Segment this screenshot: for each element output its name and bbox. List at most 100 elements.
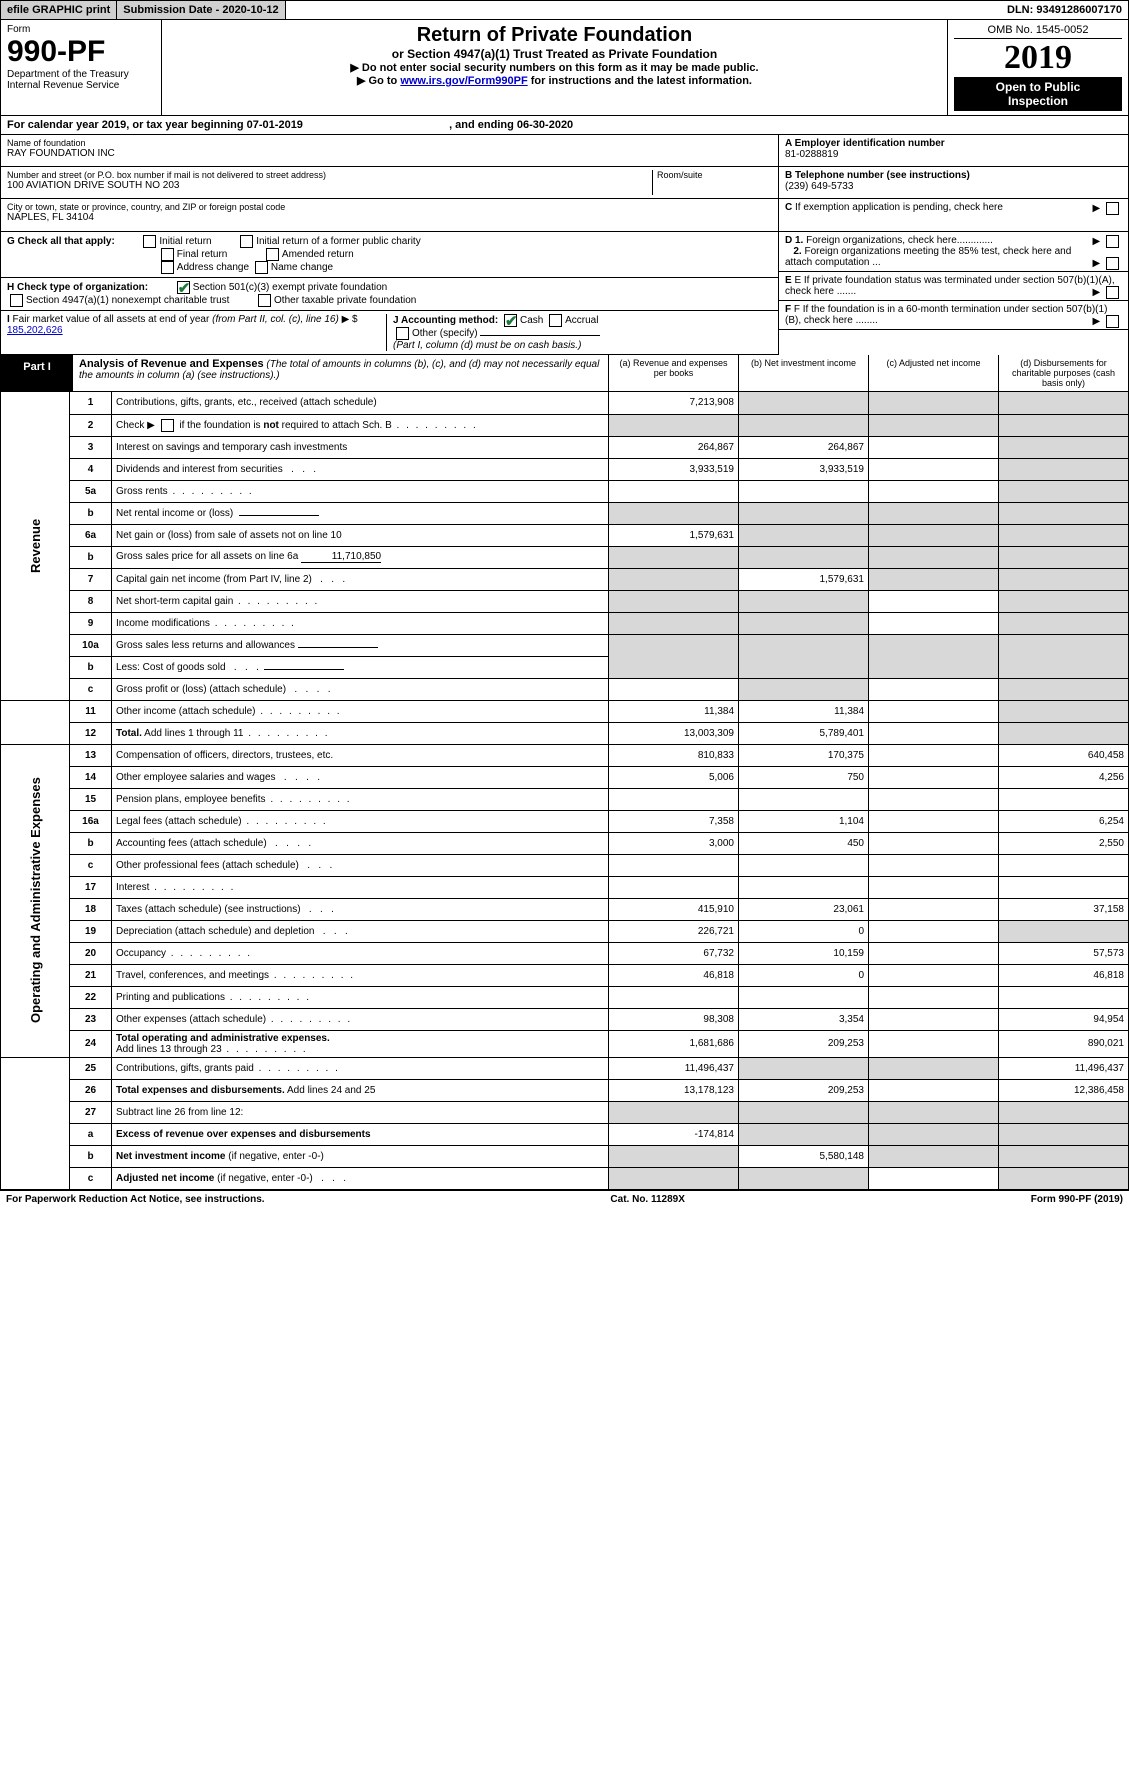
table-row: bGross sales price for all assets on lin… [1, 546, 1129, 568]
col-b-header: (b) Net investment income [738, 355, 868, 391]
fmv-value[interactable]: 185,202,626 [7, 325, 63, 336]
section-g: G Check all that apply: Initial return I… [1, 232, 778, 278]
open-public: Open to PublicInspection [954, 77, 1122, 111]
form-instr-2: ▶ Go to www.irs.gov/Form990PF for instru… [168, 74, 941, 87]
footer-cat: Cat. No. 11289X [610, 1194, 684, 1205]
checkbox-other-method[interactable] [396, 327, 409, 340]
form-title: Return of Private Foundation [168, 24, 941, 47]
table-row: Operating and Administrative Expenses 13… [1, 744, 1129, 766]
side-expenses: Operating and Administrative Expenses [1, 744, 70, 1057]
table-row: 21Travel, conferences, and meetings46,81… [1, 964, 1129, 986]
irs-link[interactable]: www.irs.gov/Form990PF [400, 75, 527, 87]
table-row: 24Total operating and administrative exp… [1, 1030, 1129, 1057]
checkbox-d1[interactable] [1106, 235, 1119, 248]
checkbox-initial[interactable] [143, 235, 156, 248]
table-row: 7Capital gain net income (from Part IV, … [1, 568, 1129, 590]
table-row: 19Depreciation (attach schedule) and dep… [1, 920, 1129, 942]
tax-year: 2019 [954, 39, 1122, 77]
table-row: 17Interest [1, 876, 1129, 898]
section-f: F F If the foundation is in a 60-month t… [779, 301, 1128, 330]
dept-treasury: Department of the TreasuryInternal Reven… [7, 69, 155, 91]
section-d: D 1. Foreign organizations, check here..… [779, 232, 1128, 272]
table-row: bAccounting fees (attach schedule) . . .… [1, 832, 1129, 854]
checkbox-d2[interactable] [1106, 257, 1119, 270]
section-j: J Accounting method: Cash Accrual Other … [386, 314, 772, 351]
checkbox-name-change[interactable] [255, 261, 268, 274]
table-row: 14Other employee salaries and wages . . … [1, 766, 1129, 788]
checkbox-f[interactable] [1106, 315, 1119, 328]
efile-print-button[interactable]: efile GRAPHIC print [1, 1, 117, 19]
foundation-addr: 100 AVIATION DRIVE SOUTH NO 203 [7, 180, 652, 191]
table-row: 12Total. Add lines 1 through 1113,003,30… [1, 722, 1129, 744]
foundation-city: NAPLES, FL 34104 [7, 212, 772, 223]
col-c-header: (c) Adjusted net income [868, 355, 998, 391]
checkbox-cash[interactable] [504, 314, 517, 327]
table-row: 6aNet gain or (loss) from sale of assets… [1, 524, 1129, 546]
ein-label: A Employer identification number [785, 138, 945, 149]
part1-table: Revenue 1Contributions, gifts, grants, e… [0, 392, 1129, 1190]
checkbox-addr-change[interactable] [161, 261, 174, 274]
col-a-header: (a) Revenue and expenses per books [608, 355, 738, 391]
checkbox-other-taxable[interactable] [258, 294, 271, 307]
table-row: Revenue 1Contributions, gifts, grants, e… [1, 392, 1129, 414]
form-instr-1: ▶ Do not enter social security numbers o… [168, 61, 941, 74]
city-label: City or town, state or province, country… [7, 202, 772, 212]
table-row: 10aGross sales less returns and allowanc… [1, 634, 1129, 656]
checkbox-501c3[interactable] [177, 281, 190, 294]
section-i: I Fair market value of all assets at end… [7, 314, 386, 351]
name-label: Name of foundation [7, 138, 772, 148]
foundation-info: Name of foundation RAY FOUNDATION INC Nu… [0, 135, 1129, 232]
check-section: G Check all that apply: Initial return I… [0, 232, 1129, 355]
section-h: H Check type of organization: Section 50… [1, 278, 778, 311]
checkbox-schb[interactable] [161, 419, 174, 432]
omb-number: OMB No. 1545-0052 [954, 24, 1122, 39]
table-row: 18Taxes (attach schedule) (see instructi… [1, 898, 1129, 920]
table-row: 15Pension plans, employee benefits [1, 788, 1129, 810]
phone-value: (239) 649-5733 [785, 181, 853, 192]
table-row: bNet rental income or (loss) [1, 502, 1129, 524]
table-row: cAdjusted net income (if negative, enter… [1, 1167, 1129, 1189]
table-row: 22Printing and publications [1, 986, 1129, 1008]
col-d-header: (d) Disbursements for charitable purpose… [998, 355, 1128, 391]
ein-value: 81-0288819 [785, 149, 838, 160]
checkbox-c[interactable] [1106, 202, 1119, 215]
table-row: 25Contributions, gifts, grants paid11,49… [1, 1057, 1129, 1079]
table-row: 8Net short-term capital gain [1, 590, 1129, 612]
table-row: 5aGross rents [1, 480, 1129, 502]
checkbox-final[interactable] [161, 248, 174, 261]
form-label: Form [7, 24, 155, 35]
checkbox-amended[interactable] [266, 248, 279, 261]
c-label: If exemption application is pending, che… [795, 202, 1003, 213]
page-footer: For Paperwork Reduction Act Notice, see … [0, 1190, 1129, 1208]
footer-left: For Paperwork Reduction Act Notice, see … [6, 1194, 265, 1205]
part1-tab: Part I [1, 355, 73, 391]
dln: DLN: 93491286007170 [1001, 1, 1128, 19]
footer-form: Form 990-PF (2019) [1031, 1194, 1123, 1205]
table-row: cOther professional fees (attach schedul… [1, 854, 1129, 876]
table-row: 27Subtract line 26 from line 12: [1, 1101, 1129, 1123]
foundation-name: RAY FOUNDATION INC [7, 148, 772, 159]
side-revenue: Revenue [1, 392, 70, 700]
checkbox-4947[interactable] [10, 294, 23, 307]
table-row: 3Interest on savings and temporary cash … [1, 436, 1129, 458]
form-header: Form 990-PF Department of the TreasuryIn… [0, 20, 1129, 116]
checkbox-accrual[interactable] [549, 314, 562, 327]
part1-header: Part I Analysis of Revenue and Expenses … [0, 355, 1129, 392]
table-row: 2Check ▶ if the foundation is not requir… [1, 414, 1129, 436]
table-row: 26Total expenses and disbursements. Add … [1, 1079, 1129, 1101]
checkbox-e[interactable] [1106, 286, 1119, 299]
phone-label: B Telephone number (see instructions) [785, 170, 970, 181]
d1-label: Foreign organizations, check here.......… [806, 235, 993, 246]
addr-label: Number and street (or P.O. box number if… [7, 170, 652, 180]
form-number: 990-PF [7, 35, 155, 69]
checkbox-initial-former[interactable] [240, 235, 253, 248]
submission-date: Submission Date - 2020-10-12 [117, 1, 285, 19]
table-row: 9Income modifications [1, 612, 1129, 634]
d2-label: Foreign organizations meeting the 85% te… [785, 246, 1071, 268]
section-e: E E If private foundation status was ter… [779, 272, 1128, 301]
table-row: 11Other income (attach schedule)11,38411… [1, 700, 1129, 722]
table-row: 4Dividends and interest from securities … [1, 458, 1129, 480]
table-row: aExcess of revenue over expenses and dis… [1, 1123, 1129, 1145]
table-row: 23Other expenses (attach schedule)98,308… [1, 1008, 1129, 1030]
table-row: 16aLegal fees (attach schedule)7,3581,10… [1, 810, 1129, 832]
